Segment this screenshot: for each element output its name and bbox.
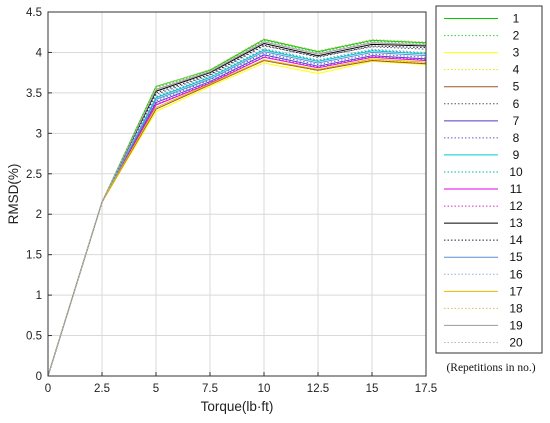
- x-tick-label: 15: [366, 383, 379, 395]
- legend-label-13: 13: [509, 216, 523, 230]
- series-line-14: [47, 44, 427, 377]
- legend-label-5: 5: [513, 80, 520, 94]
- series-line-1: [47, 39, 427, 377]
- legend-label-16: 16: [509, 267, 523, 281]
- y-tick-label: 0.5: [26, 331, 42, 343]
- x-tick-label: 5: [153, 383, 159, 395]
- legend-label-3: 3: [513, 46, 520, 60]
- legend-label-7: 7: [513, 114, 520, 128]
- y-tick-label: 2.5: [26, 169, 42, 181]
- series-line-4: [47, 59, 427, 377]
- y-tick-labels: 0 0.5 1 1.5 2 2.5 3 3.5 4 4.5: [26, 7, 43, 383]
- x-tick-label: 12.5: [307, 383, 329, 395]
- x-tick-label: 2.5: [94, 383, 110, 395]
- series-line-12: [47, 55, 427, 377]
- legend-label-18: 18: [509, 301, 523, 315]
- legend-label-1: 1: [513, 12, 520, 26]
- x-tick-labels: 0 2.5 5 7.5 10 12.5 15 17.5: [45, 383, 437, 395]
- legend-note: (Repetitions in no.): [446, 362, 535, 374]
- x-tick-label: 10: [258, 383, 271, 395]
- series-line-17: [47, 58, 427, 377]
- legend-label-17: 17: [509, 284, 523, 298]
- y-tick-label: 3.5: [26, 88, 42, 100]
- legend-label-12: 12: [509, 199, 523, 213]
- y-tick-label: 2: [36, 209, 42, 221]
- legend-label-11: 11: [510, 182, 523, 196]
- y-tick-label: 1: [36, 290, 42, 302]
- legend-label-15: 15: [509, 250, 523, 264]
- series-line-15: [47, 51, 427, 377]
- x-tick-label: 17.5: [415, 383, 437, 395]
- x-axis-label: Torque(lb·ft): [201, 399, 274, 414]
- series-line-7: [47, 54, 427, 377]
- series-line-9: [47, 49, 427, 377]
- legend-label-20: 20: [509, 335, 523, 349]
- series-line-5: [47, 60, 427, 377]
- series-line-2: [47, 39, 427, 377]
- series-line-13: [47, 43, 427, 377]
- y-tick-label: 0: [36, 371, 42, 383]
- series-line-18: [47, 38, 427, 377]
- y-axis-label: RMSD(%): [6, 164, 21, 225]
- legend-label-8: 8: [513, 131, 520, 145]
- legend-label-2: 2: [513, 29, 520, 43]
- series-line-8: [47, 52, 427, 377]
- series-line-20: [47, 40, 427, 377]
- legend-label-14: 14: [509, 233, 523, 247]
- series-line-11: [47, 56, 427, 377]
- series-line-3: [47, 60, 427, 377]
- legend-box: [435, 5, 543, 354]
- legend-label-10: 10: [509, 165, 523, 179]
- y-tick-label: 4: [36, 47, 43, 59]
- y-tick-label: 1.5: [26, 250, 42, 262]
- series-lines: [47, 38, 427, 377]
- legend-label-19: 19: [509, 318, 523, 332]
- legend-label-9: 9: [513, 148, 520, 162]
- legend-label-4: 4: [513, 63, 520, 77]
- x-tick-label: 0: [45, 383, 51, 395]
- y-tick-label: 4.5: [26, 7, 42, 19]
- legend-label-6: 6: [513, 97, 520, 111]
- grid-lines: [47, 11, 427, 377]
- series-line-10: [47, 48, 427, 377]
- plot-frame: [47, 11, 427, 377]
- y-tick-label: 3: [36, 128, 42, 140]
- series-line-16: [47, 47, 427, 377]
- x-tick-label: 7.5: [202, 383, 218, 395]
- series-line-19: [47, 41, 427, 377]
- series-line-6: [47, 45, 427, 377]
